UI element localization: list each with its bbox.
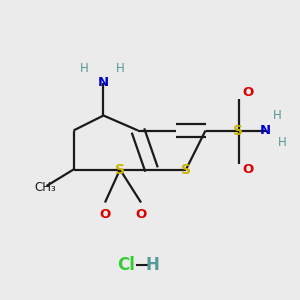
Text: S: S xyxy=(233,124,244,137)
Text: N: N xyxy=(260,124,271,137)
Text: H: H xyxy=(146,256,159,274)
Text: Cl: Cl xyxy=(117,256,135,274)
Text: H: H xyxy=(80,62,88,76)
Text: H: H xyxy=(273,109,282,122)
Text: O: O xyxy=(135,208,147,221)
Text: H: H xyxy=(278,136,286,149)
Text: O: O xyxy=(242,86,253,100)
Text: S: S xyxy=(181,163,191,176)
Text: N: N xyxy=(98,76,109,89)
Text: O: O xyxy=(99,208,111,221)
Text: S: S xyxy=(115,163,125,176)
Text: O: O xyxy=(242,163,253,176)
Text: CH₃: CH₃ xyxy=(34,181,56,194)
Text: H: H xyxy=(116,62,124,76)
